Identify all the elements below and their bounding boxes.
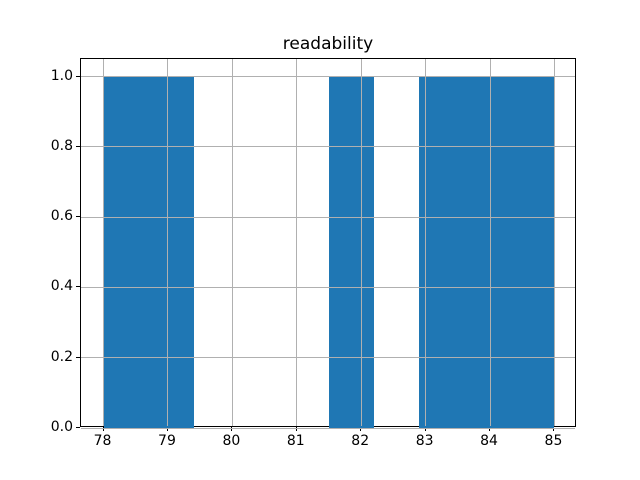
chart-title: readability (282, 34, 374, 54)
y-tick-label: 0.4 (50, 278, 73, 295)
histogram-bar (419, 76, 465, 428)
x-gridline (360, 59, 362, 426)
y-gridline (81, 286, 575, 288)
y-tick-label: 0.0 (50, 419, 73, 435)
histogram-bar (464, 76, 510, 428)
histogram-bar (329, 76, 375, 428)
y-gridline (81, 357, 575, 359)
x-tick-label: 85 (544, 433, 563, 449)
x-tick-label: 78 (93, 433, 112, 449)
histogram-bar (148, 76, 194, 428)
x-tick-label: 83 (415, 433, 434, 449)
x-tick-label: 82 (351, 433, 370, 449)
x-tick-label: 79 (158, 433, 176, 449)
y-tick-label: 0.2 (50, 348, 73, 365)
x-tick-mark (231, 427, 233, 431)
y-gridline (81, 146, 575, 148)
y-tick-mark (76, 216, 80, 218)
plot-area (80, 58, 576, 429)
y-tick-label: 1.0 (50, 67, 73, 84)
x-tick-label: 84 (480, 433, 498, 449)
y-tick-mark (76, 356, 80, 358)
x-tick-mark (489, 427, 491, 431)
x-gridline (231, 59, 233, 426)
x-tick-mark (166, 427, 168, 431)
y-tick-mark (76, 286, 80, 288)
x-tick-mark (102, 427, 104, 431)
x-tick-mark (360, 427, 362, 431)
grid-layer (81, 59, 575, 429)
bars-layer (81, 59, 575, 428)
x-tick-label: 80 (222, 433, 241, 449)
y-tick-mark (76, 427, 80, 428)
x-tick-label: 81 (286, 433, 305, 449)
y-tick-label: 0.8 (50, 137, 73, 154)
x-gridline (296, 59, 298, 426)
x-gridline (167, 59, 169, 426)
histogram-bar (103, 76, 149, 428)
x-gridline (553, 59, 555, 426)
x-tick-mark (553, 427, 555, 431)
y-tick-label: 0.6 (50, 208, 73, 225)
x-tick-mark (424, 427, 426, 431)
y-gridline (81, 76, 575, 78)
y-tick-mark (76, 145, 80, 147)
histogram-bar (509, 76, 555, 428)
x-tick-mark (295, 427, 297, 431)
y-tick-mark (76, 75, 80, 77)
x-gridline (489, 59, 491, 426)
x-gridline (103, 59, 105, 426)
y-gridline (81, 216, 575, 218)
y-gridline (81, 427, 575, 429)
x-gridline (425, 59, 427, 426)
